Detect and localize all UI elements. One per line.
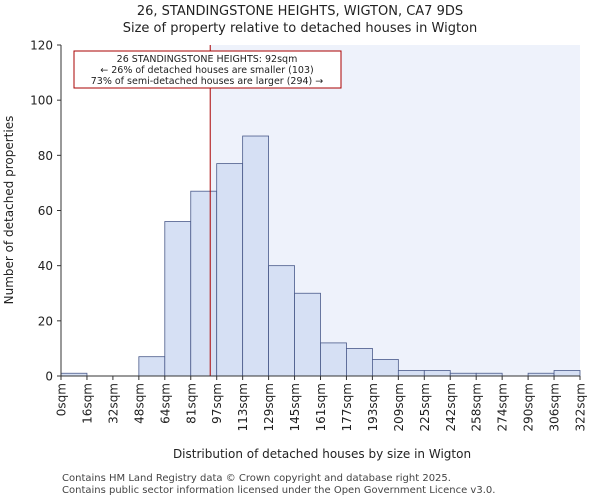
y-tick-label: 60 xyxy=(38,204,53,218)
footer-line-2: Contains public sector information licen… xyxy=(62,485,496,496)
x-tick-label: 48sqm xyxy=(132,383,146,424)
chart-title: 26, STANDINGSTONE HEIGHTS, WIGTON, CA7 9… xyxy=(136,4,464,19)
x-tick-label: 145sqm xyxy=(288,383,302,431)
x-tick-label: 258sqm xyxy=(470,383,484,431)
x-tick-label: 322sqm xyxy=(574,383,588,431)
bar-64sqm xyxy=(164,221,192,377)
x-tick-label: 225sqm xyxy=(418,383,432,431)
x-tick-label: 97sqm xyxy=(210,383,224,424)
x-tick-label: 290sqm xyxy=(522,383,536,431)
y-tick-label: 120 xyxy=(30,39,53,53)
x-tick-label: 177sqm xyxy=(340,383,354,431)
annotation-line-3: 73% of semi-detached houses are larger (… xyxy=(91,76,324,87)
x-tick-label: 242sqm xyxy=(444,383,458,431)
x-tick-label: 209sqm xyxy=(392,383,406,431)
x-tick-label: 129sqm xyxy=(262,383,276,431)
bar-193sqm xyxy=(371,359,399,377)
x-tick-label: 16sqm xyxy=(80,383,94,424)
y-ticks: 0 20 40 60 80 100 120 xyxy=(30,39,61,384)
annotation-line-1: 26 STANDINGSTONE HEIGHTS: 92sqm xyxy=(117,54,298,65)
bar-161sqm xyxy=(320,342,347,377)
x-tick-label: 113sqm xyxy=(236,383,250,431)
bar-81sqm xyxy=(190,190,218,377)
x-tick-label: 306sqm xyxy=(548,383,562,431)
y-tick-label: 80 xyxy=(38,149,53,163)
bar-177sqm xyxy=(346,348,373,377)
x-ticks: 0sqm 16sqm 32sqm 48sqm 64sqm 81sqm 97sqm 113sqm… xyxy=(55,376,588,431)
annotation-box: 26 STANDINGSTONE HEIGHTS: 92sqm ← 26% of… xyxy=(73,50,342,89)
x-tick-label: 81sqm xyxy=(184,383,198,424)
y-tick-label: 0 xyxy=(45,370,53,384)
bar-225sqm xyxy=(423,370,451,377)
footer-line-1: Contains HM Land Registry data © Crown c… xyxy=(62,473,451,484)
bars-group xyxy=(60,135,581,377)
bar-145sqm xyxy=(294,292,321,377)
x-tick-label: 161sqm xyxy=(314,383,328,431)
bar-129sqm xyxy=(268,265,295,377)
annotation-line-2: ← 26% of detached houses are smaller (10… xyxy=(100,65,313,76)
x-tick-label: 32sqm xyxy=(106,383,120,424)
y-axis-label: Number of detached properties xyxy=(2,116,16,305)
y-tick-label: 100 xyxy=(30,94,53,108)
bar-209sqm xyxy=(397,370,425,377)
x-tick-label: 0sqm xyxy=(55,383,69,416)
bar-97sqm xyxy=(216,163,244,377)
y-tick-label: 20 xyxy=(38,314,53,328)
x-tick-label: 274sqm xyxy=(496,383,510,431)
chart-subtitle: Size of property relative to detached ho… xyxy=(122,21,478,36)
bar-306sqm xyxy=(553,370,581,377)
x-axis-label: Distribution of detached houses by size … xyxy=(173,447,471,461)
y-tick-label: 40 xyxy=(38,259,53,273)
bar-113sqm xyxy=(242,135,269,377)
bar-48sqm xyxy=(138,356,166,377)
x-tick-label: 193sqm xyxy=(366,383,380,431)
x-tick-label: 64sqm xyxy=(158,383,172,424)
